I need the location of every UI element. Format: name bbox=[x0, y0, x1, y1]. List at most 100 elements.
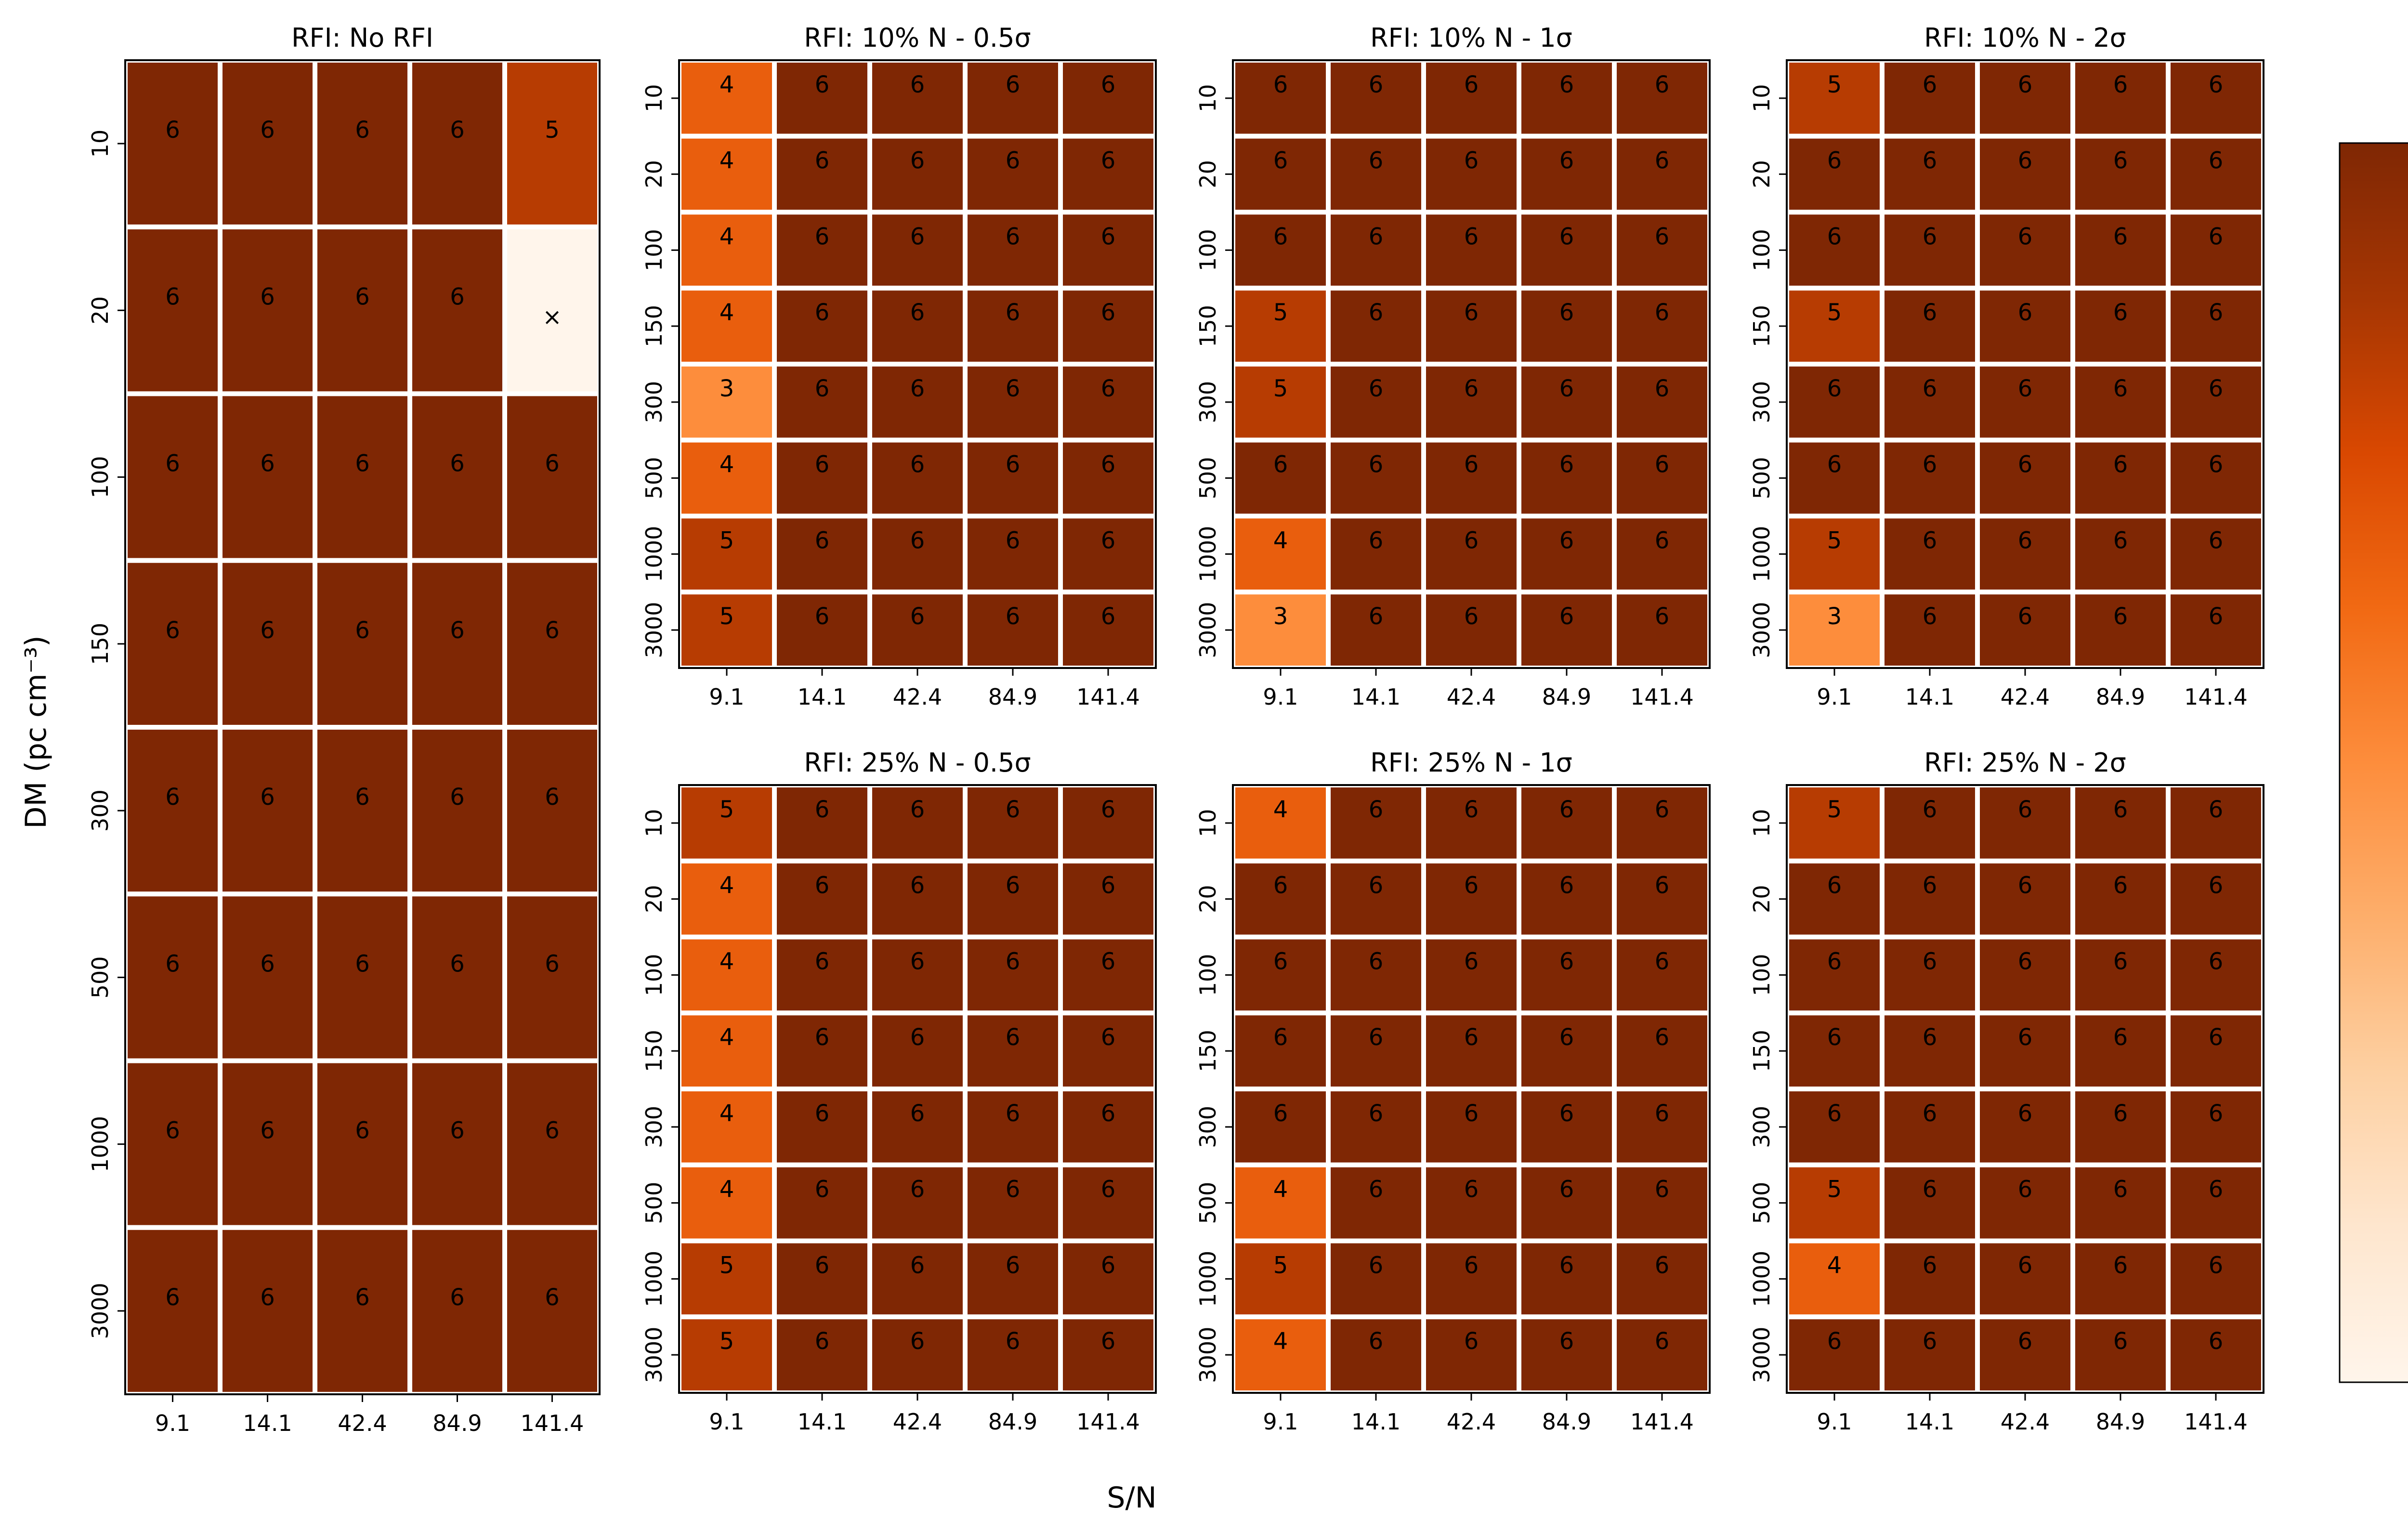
cell-value-label: 6 bbox=[545, 617, 560, 644]
cell-value-label: 4 bbox=[720, 223, 734, 250]
heatmap-cell bbox=[1058, 934, 1158, 1016]
cell-value-label: 6 bbox=[815, 872, 830, 899]
cell-value-label: 6 bbox=[1369, 796, 1384, 823]
cell-value-label: 6 bbox=[815, 1176, 830, 1203]
y-tick-label: 1000 bbox=[1195, 1251, 1221, 1307]
y-tick-label: 150 bbox=[1195, 1030, 1221, 1072]
heatmap-cell bbox=[1230, 286, 1331, 367]
y-tick-label: 1000 bbox=[87, 1116, 113, 1172]
heatmap-cell bbox=[407, 1225, 507, 1397]
cell-value-label: 6 bbox=[2209, 1328, 2224, 1355]
cell-value-label: 6 bbox=[2018, 1100, 2033, 1127]
heatmap-cell bbox=[1058, 1238, 1158, 1320]
cell-value-label: 3 bbox=[720, 375, 734, 402]
y-axis-label: DM (pc cm⁻³) bbox=[19, 635, 53, 828]
cell-value-label: 6 bbox=[1464, 223, 1479, 250]
cell-value-label: 6 bbox=[2113, 375, 2128, 402]
cell-value-label: 6 bbox=[2113, 948, 2128, 975]
x-tick-label: 14.1 bbox=[1351, 1409, 1400, 1435]
cell-value-label: 6 bbox=[1655, 1252, 1670, 1279]
cell-value-label: 6 bbox=[1101, 71, 1116, 98]
cell-value-label: 6 bbox=[1006, 872, 1021, 899]
heatmap-cell bbox=[867, 783, 968, 864]
cell-value-label: 6 bbox=[815, 1024, 830, 1051]
cell-value-label: 6 bbox=[165, 1117, 180, 1144]
heatmap-cell bbox=[2166, 858, 2266, 940]
cell-value-label: 6 bbox=[2209, 1252, 2224, 1279]
x-tick-label: 42.4 bbox=[2001, 684, 2050, 710]
heatmap-cell bbox=[963, 210, 1063, 291]
cell-value-label: 6 bbox=[1464, 1100, 1479, 1127]
heatmap-cell bbox=[1975, 934, 2075, 1016]
cell-value-label: 6 bbox=[2018, 299, 2033, 326]
heatmap-cell bbox=[1421, 858, 1521, 940]
cell-value-label: 6 bbox=[355, 450, 370, 477]
panel-title: RFI: 10% N - 2σ bbox=[1924, 23, 2126, 53]
cell-value-label: 5 bbox=[720, 796, 734, 823]
cell-value-label: 6 bbox=[1006, 147, 1021, 174]
cell-value-label: 6 bbox=[2113, 1252, 2128, 1279]
x-tick-label: 14.1 bbox=[1905, 1409, 1954, 1435]
cell-value-label: 6 bbox=[1273, 71, 1288, 98]
heatmap-cell bbox=[867, 362, 968, 443]
y-tick-label: 3000 bbox=[1195, 602, 1221, 658]
cell-value-label: 6 bbox=[1827, 1024, 1842, 1051]
cell-value-label: 6 bbox=[1464, 375, 1479, 402]
heatmap-cell bbox=[1975, 1238, 2075, 1320]
cell-value-label: 6 bbox=[2209, 147, 2224, 174]
cell-value-label: 6 bbox=[1101, 1100, 1116, 1127]
cell-value-label: 6 bbox=[1923, 527, 1937, 554]
heatmap-cell bbox=[772, 934, 872, 1016]
panel-title: RFI: 10% N - 1σ bbox=[1370, 23, 1572, 53]
colorbar-gradient bbox=[2339, 142, 2408, 1383]
cell-value-label: 6 bbox=[1655, 71, 1670, 98]
heatmap-cell bbox=[963, 1238, 1063, 1320]
heatmap-cell bbox=[313, 224, 412, 396]
x-tick-label: 9.1 bbox=[709, 1409, 744, 1435]
cell-value-label: 6 bbox=[2018, 223, 2033, 250]
cell-value-label: 6 bbox=[1559, 1252, 1574, 1279]
heatmap-cell bbox=[963, 934, 1063, 1016]
cell-value-label: 6 bbox=[1923, 147, 1937, 174]
heatmap-cell bbox=[1326, 362, 1426, 443]
cell-value-label: 6 bbox=[1101, 1176, 1116, 1203]
cell-value-label: 6 bbox=[1827, 375, 1842, 402]
cell-value-label: 6 bbox=[355, 1284, 370, 1311]
heatmap-cell bbox=[1975, 858, 2075, 940]
heatmap-cell bbox=[963, 1162, 1063, 1244]
cell-value-label: 6 bbox=[1923, 1100, 1937, 1127]
x-tick-label: 14.1 bbox=[798, 1409, 847, 1435]
cell-value-label: 6 bbox=[1006, 1176, 1021, 1203]
cell-value-label: 6 bbox=[910, 872, 925, 899]
heatmap-cell bbox=[2166, 934, 2266, 1016]
cell-value-label: 6 bbox=[1923, 451, 1937, 478]
heatmap-panels: RFI: No RFI 6 6 6 6 5 6 6 6 6 × 6 6 6 6 6 6 6 6 6 6 6 6 6 6 6 6 6 6 6… bbox=[87, 23, 2266, 1436]
cell-value-label: 6 bbox=[1273, 147, 1288, 174]
cell-value-label: 6 bbox=[910, 603, 925, 630]
x-tick-label: 9.1 bbox=[1817, 684, 1852, 710]
cell-value-label: 6 bbox=[1273, 1024, 1288, 1051]
cell-value-label: 6 bbox=[1369, 527, 1384, 554]
heatmap-cell bbox=[2070, 1010, 2171, 1091]
cell-value-label: 6 bbox=[1369, 948, 1384, 975]
y-tick-label: 20 bbox=[1749, 885, 1775, 913]
cell-value-label: 6 bbox=[2209, 71, 2224, 98]
y-tick-label: 1000 bbox=[641, 526, 667, 582]
cell-value-label: 6 bbox=[2018, 1176, 2033, 1203]
cell-value-label: 6 bbox=[910, 1100, 925, 1127]
y-tick-label: 10 bbox=[641, 84, 667, 113]
heatmap-panel-5: RFI: 25% N - 0.5σ 5 6 6 6 6 4 6 6 6 6 4 6 6 6 6 4 6 6 6 6 4 6 6… bbox=[641, 747, 1158, 1435]
y-tick-label: 300 bbox=[87, 789, 113, 832]
heatmap-cell bbox=[1880, 1087, 1980, 1167]
cell-value-label: 6 bbox=[260, 1284, 275, 1311]
cell-value-label: 6 bbox=[2018, 527, 2033, 554]
cell-value-label: 6 bbox=[1559, 451, 1574, 478]
heatmap-panel-3: RFI: 10% N - 1σ 6 6 6 6 6 6 6 6 6 6 6 6 6 6 6 5 6 6 6 6 5 6 6 6 6… bbox=[1195, 23, 1712, 710]
cell-value-label: 6 bbox=[1369, 1176, 1384, 1203]
cell-value-label: 5 bbox=[720, 527, 734, 554]
heatmap-cell bbox=[1421, 1087, 1521, 1167]
cell-value-label: 6 bbox=[910, 527, 925, 554]
heatmap-cell bbox=[2070, 286, 2171, 367]
y-tick-label: 1000 bbox=[1195, 526, 1221, 582]
cell-value-label: 6 bbox=[1273, 1100, 1288, 1127]
